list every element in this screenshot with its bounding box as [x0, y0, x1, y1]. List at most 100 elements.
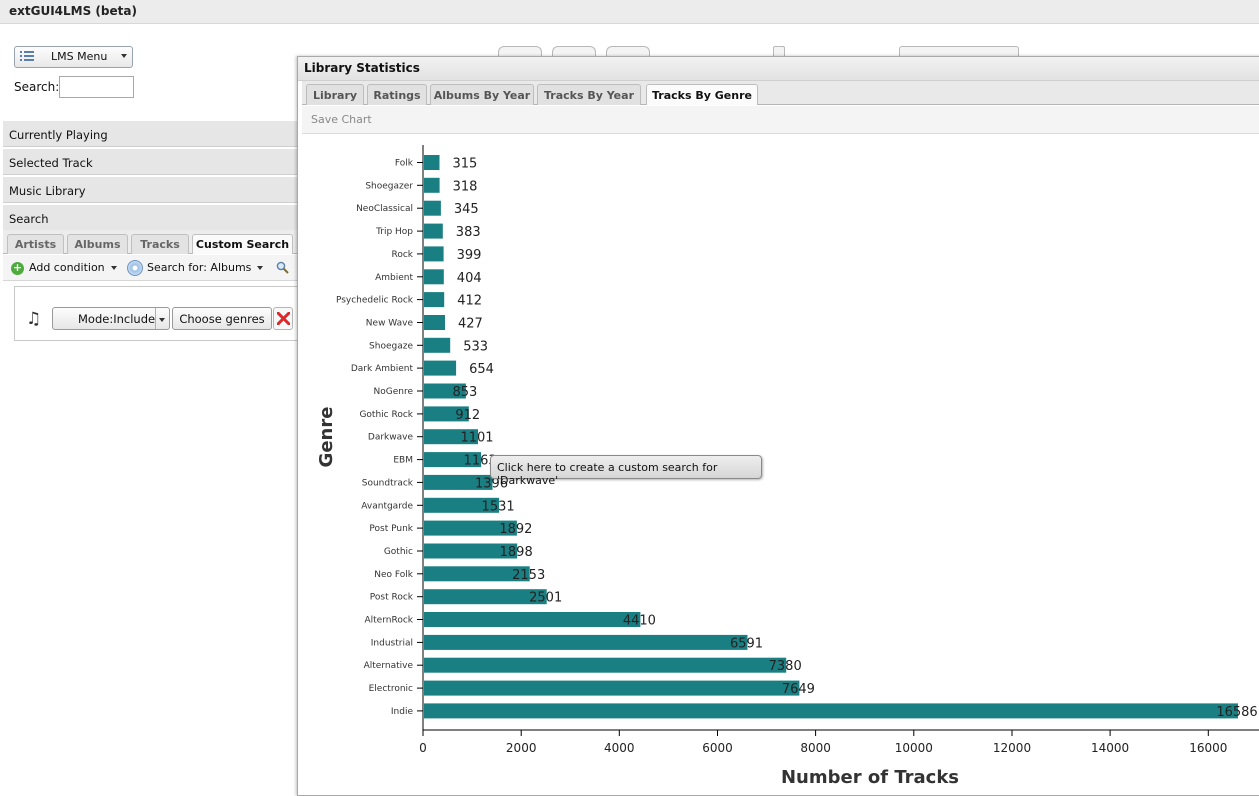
- y-tick-label: NeoClassical: [356, 204, 413, 214]
- section-music-library[interactable]: Music Library: [3, 176, 297, 203]
- bar-value-label: 1101: [460, 431, 493, 446]
- bar-9[interactable]: [424, 360, 457, 376]
- bar-value-label: 345: [454, 202, 479, 217]
- app-title: extGUI4LMS (beta): [0, 0, 1259, 24]
- music-note-icon: ♫: [26, 309, 42, 329]
- bar-value-label: 16586: [1216, 705, 1257, 720]
- menu-list-icon: [20, 51, 34, 63]
- statistics-tabs: Library Ratings Albums By Year Tracks By…: [302, 81, 1259, 105]
- bar-value-label: 1898: [500, 545, 533, 560]
- y-tick-label: Post Rock: [370, 593, 414, 603]
- bar-2[interactable]: [424, 200, 441, 216]
- bar-value-label: 1396: [475, 476, 508, 491]
- tab-albums-by-year[interactable]: Albums By Year: [430, 84, 534, 105]
- bar-15[interactable]: [424, 497, 500, 513]
- bar-5[interactable]: [424, 269, 444, 285]
- y-tick-label: AlternRock: [365, 616, 414, 626]
- tab-tracks[interactable]: Tracks: [131, 234, 189, 254]
- x-tick-label: 16000: [1189, 741, 1227, 755]
- section-currently-playing[interactable]: Currently Playing: [3, 120, 297, 147]
- x-tick-label: 4000: [604, 741, 635, 755]
- search-tabs: Artists Albums Tracks Custom Search: [3, 230, 297, 254]
- tab-albums[interactable]: Albums: [67, 234, 128, 254]
- search-for-button[interactable]: Search for: Albums: [147, 261, 264, 274]
- bar-7[interactable]: [424, 315, 445, 330]
- left-panel: LMS Menu Search: Currently Playing Selec…: [0, 24, 297, 791]
- bar-17[interactable]: [424, 543, 518, 559]
- bar-23[interactable]: [424, 680, 800, 696]
- lms-menu-button[interactable]: LMS Menu: [14, 46, 133, 68]
- bar-value-label: 4410: [623, 614, 656, 629]
- y-tick-label: Electronic: [369, 684, 413, 694]
- search-icon[interactable]: [276, 261, 289, 274]
- bar-22[interactable]: [424, 657, 787, 673]
- section-selected-track[interactable]: Selected Track: [3, 148, 297, 175]
- background-button: [899, 46, 1019, 58]
- add-condition-label: Add condition: [29, 261, 105, 274]
- bar-1[interactable]: [424, 177, 440, 193]
- bar-13[interactable]: [424, 452, 482, 468]
- add-icon: +: [11, 261, 24, 275]
- y-tick-label: Shoegazer: [365, 181, 413, 191]
- bar-6[interactable]: [424, 292, 445, 308]
- tab-custom-search[interactable]: Custom Search: [192, 234, 293, 254]
- tab-artists[interactable]: Artists: [7, 234, 64, 254]
- background-button: [498, 46, 542, 58]
- bar-19[interactable]: [424, 589, 547, 605]
- save-chart-button[interactable]: Save Chart: [311, 113, 372, 126]
- bar-value-label: 404: [457, 271, 482, 286]
- y-tick-label: Darkwave: [368, 433, 414, 443]
- dialog-title: Library Statistics: [298, 57, 1259, 81]
- bar-20[interactable]: [424, 612, 641, 627]
- bar-16[interactable]: [424, 520, 517, 536]
- search-input[interactable]: [59, 76, 134, 98]
- search-for-label: Search for: Albums: [147, 261, 252, 274]
- tab-library[interactable]: Library: [306, 84, 364, 105]
- tab-tracks-by-year[interactable]: Tracks By Year: [537, 84, 641, 105]
- mode-include-button[interactable]: Mode:Include: [52, 307, 170, 330]
- bar-4[interactable]: [424, 246, 444, 262]
- condition-row: ♫ Mode:Include Choose genres: [14, 286, 297, 341]
- bar-value-label: 315: [453, 157, 478, 172]
- bar-value-label: 383: [456, 225, 481, 240]
- tab-ratings[interactable]: Ratings: [367, 84, 427, 105]
- choose-genres-button[interactable]: Choose genres: [172, 307, 272, 330]
- y-tick-label: Soundtrack: [362, 478, 414, 488]
- tab-tracks-by-genre[interactable]: Tracks By Genre: [646, 84, 758, 105]
- y-tick-label: Alternative: [364, 661, 414, 671]
- x-tick-label: 10000: [895, 741, 933, 755]
- bar-10[interactable]: [424, 383, 466, 399]
- bar-0[interactable]: [424, 155, 440, 170]
- lms-menu-label: LMS Menu: [51, 50, 108, 63]
- bar-12[interactable]: [424, 429, 478, 445]
- bar-14[interactable]: [424, 474, 493, 490]
- bar-24[interactable]: [424, 703, 1238, 719]
- disc-icon: [127, 260, 143, 276]
- bar-21[interactable]: [424, 634, 748, 650]
- y-tick-label: NoGenre: [374, 387, 414, 397]
- mode-dropdown-arrow[interactable]: [155, 308, 169, 329]
- chevron-down-icon: [159, 317, 165, 322]
- background-checkbox: [773, 46, 785, 58]
- bar-3[interactable]: [424, 223, 443, 239]
- x-tick-label: 8000: [800, 741, 831, 755]
- bar-value-label: 2153: [512, 568, 545, 583]
- bar-value-label: 1163: [464, 454, 497, 469]
- delete-condition-button[interactable]: [273, 307, 293, 330]
- bar-8[interactable]: [424, 337, 451, 353]
- add-condition-button[interactable]: Add condition: [29, 261, 117, 274]
- x-tick-label: 12000: [993, 741, 1031, 755]
- background-button: [606, 46, 650, 58]
- bar-18[interactable]: [424, 566, 530, 582]
- y-tick-label: Industrial: [371, 638, 413, 648]
- mode-label: Mode:Include: [78, 312, 156, 326]
- x-tick-label: 14000: [1091, 741, 1129, 755]
- bar-11[interactable]: [424, 406, 469, 422]
- y-tick-label: Gothic: [384, 547, 413, 557]
- bar-value-label: 912: [455, 408, 480, 423]
- y-axis-title: Genre: [316, 407, 337, 468]
- bar-value-label: 318: [453, 179, 478, 194]
- chevron-down-icon: [121, 54, 127, 58]
- bar-value-label: 399: [457, 248, 482, 263]
